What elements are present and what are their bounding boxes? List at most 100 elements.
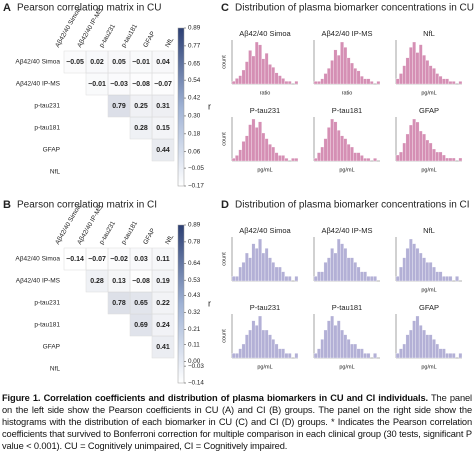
histogram-bar bbox=[330, 315, 334, 359]
x-axis-label: pg/mL bbox=[339, 167, 354, 173]
histogram-bar bbox=[395, 78, 400, 85]
colorbar-tick-label: 0.11 bbox=[188, 341, 200, 348]
histogram-bar bbox=[402, 65, 407, 85]
cell-label: 0.04 bbox=[156, 59, 170, 66]
x-axis-label: pg/mL bbox=[257, 364, 272, 370]
histogram-bar bbox=[268, 144, 272, 162]
cell-label: −0.03 bbox=[110, 81, 128, 88]
histogram-bar bbox=[291, 158, 295, 162]
histogram-bar bbox=[438, 151, 443, 162]
histogram-bar bbox=[395, 276, 400, 282]
histogram-bar bbox=[330, 60, 334, 85]
histogram-bar bbox=[366, 78, 371, 85]
histogram-bar bbox=[422, 257, 426, 282]
row-label: Aβ42/40 Simoa bbox=[15, 59, 60, 66]
histogram-bar bbox=[284, 276, 289, 282]
histogram-bar bbox=[241, 343, 246, 359]
histogram-bar bbox=[278, 155, 282, 162]
plot-title: GFAP bbox=[419, 303, 439, 312]
colorbar-tick-label: −0.17 bbox=[188, 183, 204, 190]
cell-label: −0.07 bbox=[154, 81, 172, 88]
cell-label: 0.24 bbox=[156, 322, 170, 329]
histogram-bar bbox=[399, 348, 403, 359]
histogram-bar bbox=[405, 334, 410, 359]
histogram-bar bbox=[409, 238, 413, 282]
histogram-bar bbox=[245, 334, 249, 359]
histogram-bar bbox=[455, 276, 459, 282]
column-label: NfL bbox=[164, 233, 175, 246]
cell bbox=[151, 138, 175, 162]
colorbar-label: r bbox=[208, 101, 211, 111]
histogram-bar bbox=[405, 133, 410, 162]
cell-label: 0.11 bbox=[156, 256, 169, 263]
histogram-bar bbox=[258, 121, 262, 162]
histogram-bar bbox=[268, 334, 272, 359]
histogram-bar bbox=[317, 271, 321, 282]
histogram-bar bbox=[281, 155, 285, 162]
caption: Figure 1. Correlation coefficients and d… bbox=[2, 392, 472, 452]
histogram-bar bbox=[333, 252, 338, 282]
histogram-bar bbox=[261, 58, 266, 85]
row-label: NfL bbox=[50, 169, 61, 176]
histogram-bar bbox=[340, 329, 344, 359]
histogram-bar bbox=[320, 271, 325, 282]
cell-label: 0.78 bbox=[112, 300, 126, 307]
histogram-bar bbox=[245, 135, 249, 162]
histogram-bar bbox=[258, 238, 262, 282]
histogram-bar bbox=[340, 243, 344, 282]
histogram-bar bbox=[278, 266, 282, 282]
histogram-bar bbox=[448, 276, 453, 282]
colorbar-tick-label: 0.53 bbox=[188, 277, 201, 284]
colorbar-tick-label: 0.54 bbox=[188, 77, 201, 84]
x-axis-label: pg/mL bbox=[339, 364, 354, 370]
histogram-bar bbox=[399, 266, 403, 282]
histogram-bar bbox=[268, 257, 272, 282]
histogram-bar bbox=[409, 47, 413, 85]
cell-label: −0.01 bbox=[132, 59, 150, 66]
row-label: GFAP bbox=[43, 147, 60, 154]
cell-label: −0.08 bbox=[132, 278, 150, 285]
histogram-bar bbox=[448, 157, 453, 162]
histogram-bar bbox=[274, 343, 279, 359]
cell-label: 0.28 bbox=[90, 278, 104, 285]
histogram-bar bbox=[287, 276, 292, 282]
histogram-bar bbox=[366, 353, 371, 359]
histogram-bar bbox=[287, 353, 292, 359]
histogram-bar bbox=[438, 271, 443, 282]
histogram-bar bbox=[360, 271, 364, 282]
cell-label: 0.44 bbox=[156, 147, 170, 154]
histogram-bar bbox=[284, 81, 289, 85]
histogram-bar bbox=[418, 130, 423, 162]
histogram-bar bbox=[346, 257, 351, 282]
histogram-bar bbox=[363, 158, 367, 162]
histogram-bar bbox=[235, 155, 239, 162]
histogram-bar bbox=[376, 81, 381, 85]
cell-label: −0.07 bbox=[88, 256, 106, 263]
histogram-bar bbox=[231, 353, 236, 359]
histogram-bar bbox=[350, 62, 354, 85]
histogram-bar bbox=[294, 353, 299, 359]
histogram-bar bbox=[320, 78, 325, 85]
histogram-bar bbox=[422, 133, 426, 162]
histogram-bar bbox=[458, 81, 463, 85]
histogram-bar bbox=[264, 53, 269, 85]
plot-title: Aβ42/40 IP-MS bbox=[321, 226, 372, 235]
colorbar-tick-label: 0.65 bbox=[188, 60, 201, 67]
panel-title: Distribution of plasma biomarker concent… bbox=[235, 200, 470, 211]
colorbar-tick-label: 0.06 bbox=[188, 148, 201, 155]
histogram-bar bbox=[415, 121, 420, 162]
histogram-bar bbox=[458, 353, 463, 359]
histogram-bar bbox=[258, 44, 262, 85]
histogram-bar bbox=[458, 157, 463, 162]
histogram-bar bbox=[435, 271, 440, 282]
histogram-bar bbox=[274, 266, 279, 282]
row-label: p-tau231 bbox=[34, 300, 60, 307]
cell-label: 0.41 bbox=[156, 344, 170, 351]
cell-label: 0.02 bbox=[90, 59, 104, 66]
histogram-bar bbox=[254, 41, 259, 85]
x-axis-label: ratio bbox=[342, 90, 353, 96]
column-label: NfL bbox=[164, 36, 175, 49]
histogram-bar bbox=[412, 320, 416, 359]
histogram-bar bbox=[442, 78, 446, 85]
cell-label: −0.08 bbox=[132, 81, 150, 88]
